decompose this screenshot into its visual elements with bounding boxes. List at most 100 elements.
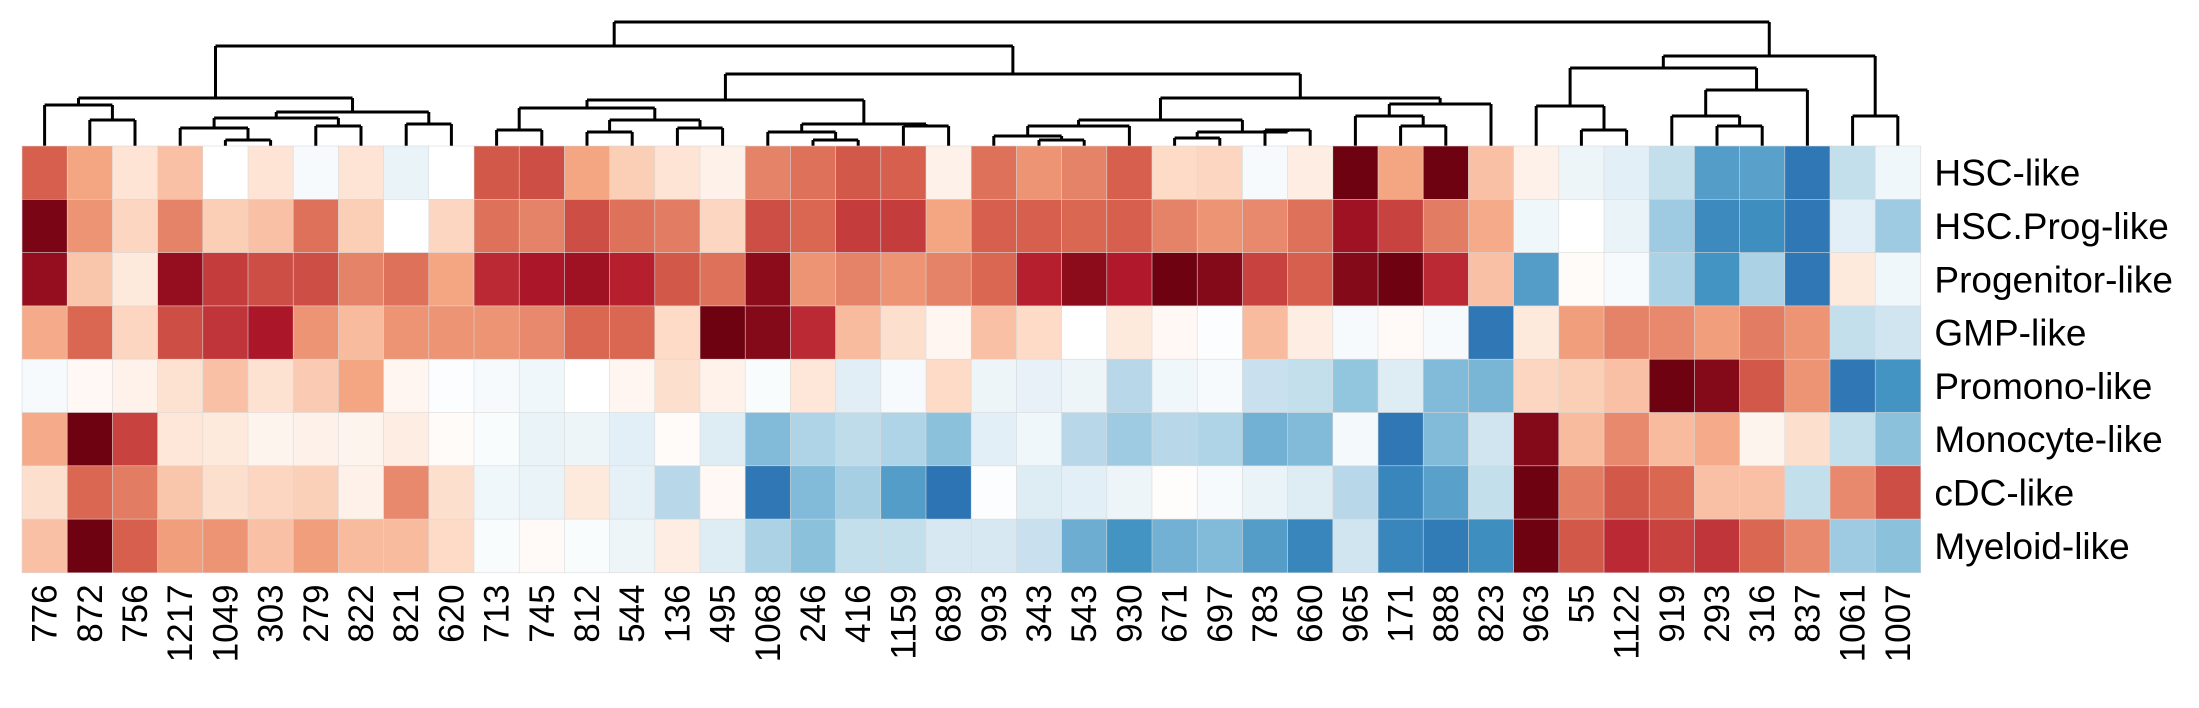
heatmap-cell xyxy=(1106,518,1153,574)
heatmap-cell xyxy=(1468,252,1515,307)
heatmap-cell xyxy=(112,252,159,307)
column-label: 993 xyxy=(975,584,1014,642)
heatmap-cell xyxy=(1151,252,1198,307)
heatmap-cell xyxy=(1016,358,1063,414)
column-label: 55 xyxy=(1562,584,1601,623)
heatmap-cell xyxy=(744,252,792,307)
heatmap-cell xyxy=(925,145,972,201)
heatmap-cell xyxy=(835,199,882,254)
heatmap-cell xyxy=(112,145,159,201)
heatmap-cell xyxy=(1468,518,1515,574)
heatmap-cell xyxy=(1377,199,1424,254)
heatmap-cell xyxy=(1468,145,1515,201)
heatmap-cell xyxy=(1829,199,1876,254)
heatmap-cell xyxy=(1558,358,1605,414)
heatmap-cell xyxy=(1468,412,1515,467)
heatmap-cell xyxy=(1287,252,1334,307)
heatmap-cell xyxy=(247,412,294,467)
heatmap-cell xyxy=(609,145,656,201)
heatmap-cell xyxy=(1558,199,1605,254)
heatmap-cell xyxy=(66,145,114,201)
column-labels: 776 872 756 1217 1049 303 279 822 821 620 713 745 81… xyxy=(26,584,1918,662)
heatmap-cell xyxy=(1648,305,1696,360)
heatmap-cell xyxy=(1603,305,1650,360)
heatmap-cell xyxy=(654,145,701,201)
heatmap-cell xyxy=(925,305,972,360)
column-label: 783 xyxy=(1246,584,1285,642)
heatmap-cell xyxy=(1513,518,1560,574)
heatmap-cell xyxy=(835,518,882,574)
heatmap-cell xyxy=(428,305,475,360)
column-label: 1159 xyxy=(884,584,923,659)
heatmap-cell xyxy=(609,465,656,520)
heatmap-cell xyxy=(699,465,746,520)
heatmap-cell xyxy=(518,412,566,467)
heatmap-cell xyxy=(21,252,68,307)
heatmap-cell xyxy=(1106,199,1153,254)
column-label: 246 xyxy=(794,584,833,642)
heatmap-cell xyxy=(1603,358,1650,414)
heatmap-cell xyxy=(609,305,656,360)
heatmap-cell xyxy=(1739,252,1786,307)
heatmap-cell xyxy=(835,252,882,307)
heatmap-cell xyxy=(518,465,566,520)
heatmap-cell xyxy=(1196,518,1244,574)
column-label: 697 xyxy=(1201,584,1240,642)
heatmap-cell xyxy=(338,412,385,467)
heatmap-cell xyxy=(1287,518,1334,574)
heatmap-cell xyxy=(428,412,475,467)
heatmap-cell xyxy=(925,358,972,414)
heatmap-cell xyxy=(835,465,882,520)
heatmap-cell xyxy=(292,252,340,307)
heatmap-cell xyxy=(157,465,204,520)
heatmap-cell xyxy=(202,465,249,520)
column-label: 713 xyxy=(478,584,517,642)
heatmap-cell xyxy=(744,145,792,201)
heatmap-cell xyxy=(970,518,1018,574)
heatmap-cell xyxy=(1332,412,1379,467)
heatmap-cell xyxy=(338,358,385,414)
heatmap-cell xyxy=(1332,252,1379,307)
heatmap-cell xyxy=(247,145,294,201)
heatmap-cell xyxy=(699,305,746,360)
heatmap-cell xyxy=(157,358,204,414)
heatmap-cell xyxy=(1106,252,1153,307)
heatmap-cell xyxy=(428,465,475,520)
heatmap-cell xyxy=(1332,465,1379,520)
heatmap-cell xyxy=(564,412,611,467)
heatmap-cell xyxy=(1694,518,1741,574)
heatmap-cell xyxy=(383,518,430,574)
heatmap-cell xyxy=(1016,252,1063,307)
heatmap-cell xyxy=(66,199,114,254)
heatmap-cell xyxy=(1603,145,1650,201)
heatmap-cell xyxy=(925,465,972,520)
heatmap-cell xyxy=(383,199,430,254)
heatmap-cell xyxy=(970,412,1018,467)
heatmap-cell xyxy=(247,518,294,574)
heatmap-cell xyxy=(925,412,972,467)
heatmap-cell xyxy=(66,252,114,307)
heatmap-cell xyxy=(970,199,1018,254)
heatmap-cell xyxy=(744,465,792,520)
column-label: 930 xyxy=(1110,584,1149,642)
heatmap-cell xyxy=(970,305,1018,360)
heatmap-cell xyxy=(112,518,159,574)
heatmap-cell xyxy=(66,358,114,414)
heatmap-cell xyxy=(1196,252,1244,307)
heatmap-cell xyxy=(1196,305,1244,360)
heatmap-cell xyxy=(1287,305,1334,360)
heatmap-cell xyxy=(1151,145,1198,201)
heatmap-cell xyxy=(518,145,566,201)
heatmap-cell xyxy=(473,518,520,574)
heatmap-cell xyxy=(1829,518,1876,574)
heatmap-cell xyxy=(202,412,249,467)
heatmap-cell xyxy=(21,518,68,574)
heatmap-cell xyxy=(609,518,656,574)
heatmap-cell xyxy=(835,145,882,201)
heatmap-cell xyxy=(1106,465,1153,520)
heatmap-cell xyxy=(880,252,927,307)
heatmap-cell xyxy=(292,518,340,574)
heatmap-cell xyxy=(383,358,430,414)
column-label: 812 xyxy=(568,584,607,642)
heatmap-cell xyxy=(1829,305,1876,360)
